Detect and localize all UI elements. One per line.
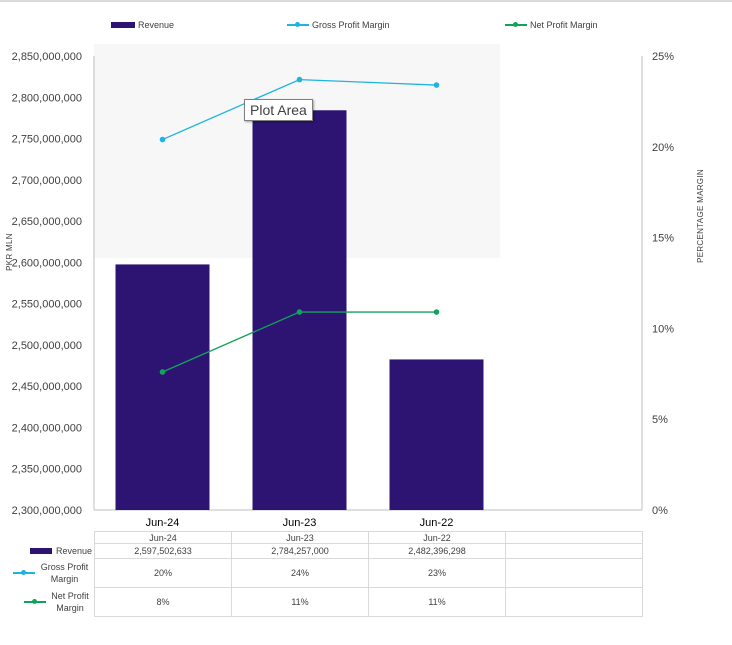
y-tick-label: 2,800,000,000 (12, 92, 82, 104)
x-tick-label: Jun-24 (146, 517, 180, 529)
x-tick-label: Jun-22 (420, 517, 454, 529)
data-table-cell-empty (505, 587, 643, 617)
gross-margin-key-swatch (13, 570, 35, 576)
revenue-key-label: Revenue (55, 546, 92, 556)
y-tick-label: 2,500,000,000 (12, 340, 82, 352)
y2-tick-label: 5% (652, 414, 668, 426)
data-table-header-cell: Jun-23 (231, 531, 369, 544)
data-table-key-revenue: Revenue (13, 543, 95, 559)
y-tick-label: 2,850,000,000 (12, 51, 82, 63)
y2-tick-label: 25% (652, 51, 674, 63)
data-table-cell: 24% (231, 558, 369, 588)
y-tick-label: 2,750,000,000 (12, 134, 82, 146)
y-tick-label: 2,450,000,000 (12, 381, 82, 393)
y2-tick-label: 20% (652, 142, 674, 154)
data-table-corner (13, 532, 95, 544)
legend-gross-margin-swatch (287, 22, 309, 27)
revenue-key-swatch (29, 548, 52, 554)
y-tick-label: 2,600,000,000 (12, 257, 82, 269)
net-margin-point (296, 309, 303, 315)
data-table-cell-empty (505, 543, 643, 559)
data-table-key-net-margin: Net Profit Margin (13, 587, 95, 617)
y2-axis-title: PERCENTAGE MARGIN (696, 169, 705, 263)
legend-gross-margin-label: Gross Profit Margin (312, 20, 390, 30)
data-table-row-gross-margin: Gross Profit Margin 20% 24% 23% (13, 558, 643, 588)
net-margin-key-label: Net Profit Margin (51, 591, 89, 613)
y2-tick-label: 10% (652, 323, 674, 335)
legend-revenue[interactable]: Revenue (111, 20, 174, 30)
gross-margin-point (433, 82, 440, 88)
y-axis-title: PKR MLN (5, 233, 14, 271)
data-table-cell: 20% (94, 558, 232, 588)
legend-net-margin[interactable]: Net Profit Margin (505, 20, 598, 30)
data-table-cell: 2,482,396,298 (368, 543, 506, 559)
data-table-header-row: Jun-24 Jun-23 Jun-22 (13, 531, 643, 544)
data-table-cell: 11% (231, 587, 369, 617)
y-tick-label: 2,350,000,000 (12, 464, 82, 476)
data-table-header-cell: Jun-24 (94, 531, 232, 544)
legend-revenue-label: Revenue (138, 20, 175, 30)
legend-gross-margin[interactable]: Gross Profit Margin (287, 20, 390, 30)
y-tick-label: 2,700,000,000 (12, 175, 82, 187)
y2-tick-label: 15% (652, 233, 674, 245)
revenue-bar (115, 264, 210, 510)
data-table-cell: 2,784,257,000 (231, 543, 369, 559)
y-tick-label: 2,300,000,000 (12, 505, 82, 517)
y-tick-label: 2,650,000,000 (12, 216, 82, 228)
data-table-cell: 2,597,502,633 (94, 543, 232, 559)
data-table-row-revenue: Revenue 2,597,502,633 2,784,257,000 2,48… (13, 543, 643, 559)
data-table-header-cell: Jun-22 (368, 531, 506, 544)
y2-tick-label: 0% (652, 505, 668, 517)
net-margin-key-swatch (24, 599, 46, 605)
legend-net-margin-label: Net Profit Margin (530, 20, 598, 30)
top-border (0, 0, 732, 2)
data-table-cell: 8% (94, 587, 232, 617)
y-tick-label: 2,400,000,000 (12, 422, 82, 434)
data-table-key-gross-margin: Gross Profit Margin (13, 558, 95, 588)
plot-area-tooltip: Plot Area (244, 99, 313, 121)
data-table: Jun-24 Jun-23 Jun-22 Revenue 2,597,502,6… (13, 531, 643, 617)
gross-margin-point (296, 76, 303, 83)
data-table-row-net-margin: Net Profit Margin 8% 11% 11% (13, 587, 643, 617)
data-table-cell: 23% (368, 558, 506, 588)
net-margin-point (159, 369, 166, 375)
revenue-bar (389, 359, 484, 510)
data-table-cell: 11% (368, 587, 506, 617)
gross-margin-key-label: Gross Profit Margin (40, 562, 89, 584)
gross-margin-point (159, 136, 166, 143)
data-table-header-cell-empty (505, 531, 643, 544)
legend-net-margin-swatch (505, 22, 527, 27)
y-tick-label: 2,550,000,000 (12, 299, 82, 311)
x-tick-label: Jun-23 (283, 517, 317, 529)
data-table-cell-empty (505, 558, 643, 588)
legend-revenue-swatch (111, 22, 135, 28)
net-margin-point (433, 309, 440, 315)
